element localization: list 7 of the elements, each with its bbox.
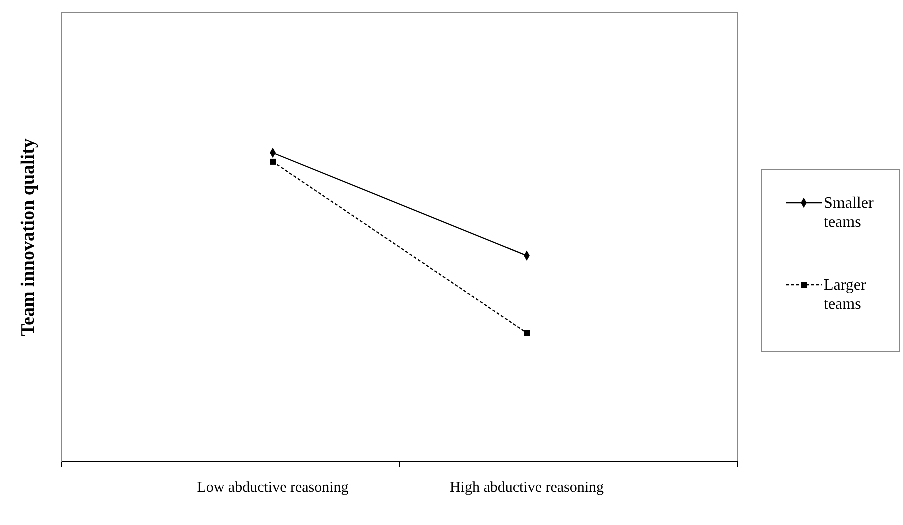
point [524, 330, 530, 336]
x-tick-label: Low abductive reasoning [197, 480, 350, 496]
point [270, 158, 276, 165]
legend-label: Smaller teams [824, 195, 874, 231]
x-tick-label: High abductive reasoning [450, 480, 605, 496]
y-axis-title: Team innovation quality [18, 138, 39, 336]
legend-label: Larger teams [824, 277, 868, 313]
